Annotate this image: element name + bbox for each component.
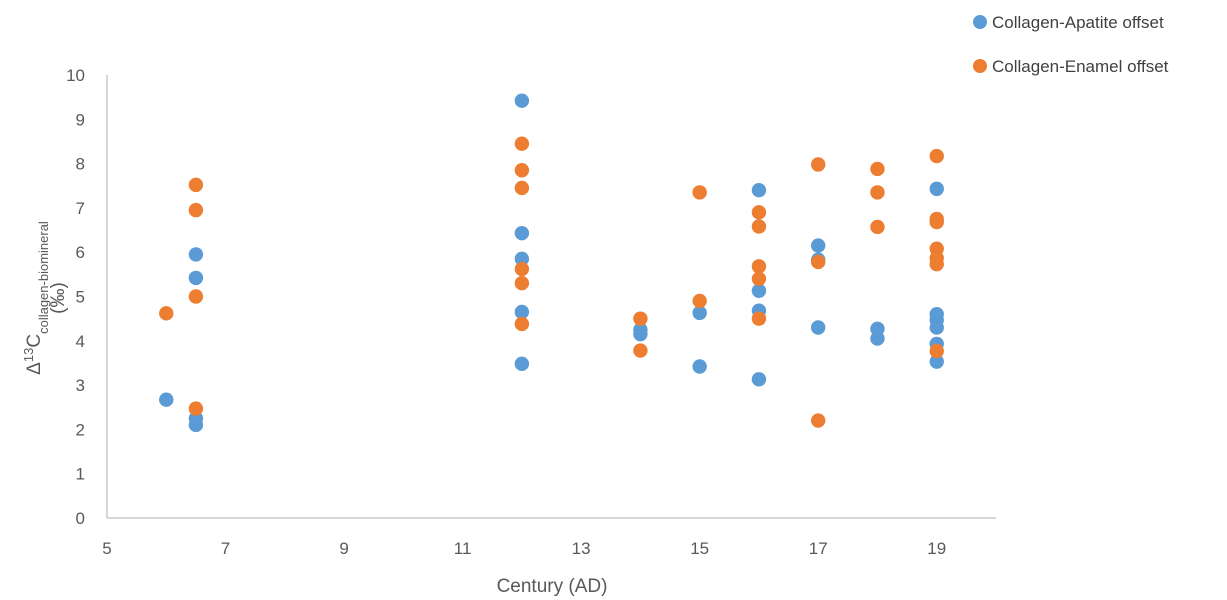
x-tick-label: 9 bbox=[339, 539, 348, 558]
data-point-series-1 bbox=[514, 304, 530, 320]
data-point-series-2 bbox=[870, 185, 885, 200]
data-point-series-1 bbox=[692, 305, 707, 321]
y-tick-label: 6 bbox=[76, 243, 85, 262]
data-point-series-1 bbox=[929, 354, 944, 369]
data-point-series-2 bbox=[751, 259, 767, 274]
data-point-series-2 bbox=[188, 401, 204, 416]
data-point-series-1 bbox=[188, 247, 204, 262]
y-tick-label: 9 bbox=[76, 110, 85, 129]
y-axis-title-main: C bbox=[24, 334, 45, 348]
y-tick-label: 4 bbox=[76, 332, 85, 351]
data-point-series-2 bbox=[870, 219, 885, 235]
svg-text:Δ13Ccollagen-biomineral: Δ13Ccollagen-biomineral bbox=[21, 221, 51, 375]
data-point-series-1 bbox=[929, 181, 944, 197]
data-point-series-2 bbox=[514, 163, 530, 178]
data-point-series-1 bbox=[751, 372, 767, 387]
data-point-series-1 bbox=[692, 359, 707, 374]
y-tick-label: 0 bbox=[76, 509, 85, 528]
data-point-series-1 bbox=[811, 238, 826, 253]
y-axis-title-unit: (‰) bbox=[48, 282, 69, 314]
legend-marker-1 bbox=[973, 15, 987, 29]
data-point-series-2 bbox=[929, 343, 944, 359]
data-point-series-2 bbox=[188, 177, 204, 193]
data-point-series-1 bbox=[633, 326, 648, 342]
y-axis-title-sub: collagen-biomineral bbox=[36, 221, 51, 334]
x-tick-label: 15 bbox=[690, 539, 709, 558]
data-point-series-2 bbox=[751, 205, 767, 220]
y-axis-title-sup: 13 bbox=[21, 348, 36, 362]
data-point-series-2 bbox=[929, 256, 944, 272]
axes bbox=[106, 75, 996, 519]
data-point-series-2 bbox=[514, 180, 530, 196]
y-tick-label: 10 bbox=[66, 66, 85, 85]
data-point-series-1 bbox=[514, 93, 530, 108]
data-point-series-2 bbox=[692, 293, 707, 309]
data-point-series-2 bbox=[159, 306, 174, 321]
x-tick-labels: 5 7 9 11 13 15 17 19 bbox=[102, 539, 946, 558]
y-tick-label: 8 bbox=[76, 155, 85, 174]
data-point-series-1 bbox=[751, 283, 767, 298]
x-axis-title: Century (AD) bbox=[497, 576, 608, 597]
data-point-series-2 bbox=[514, 136, 530, 151]
data-point-series-2 bbox=[751, 311, 767, 326]
data-point-series-1 bbox=[929, 320, 944, 335]
data-point-series-2 bbox=[188, 289, 204, 304]
data-point-series-1 bbox=[514, 225, 530, 241]
data-point-series-2 bbox=[188, 202, 204, 218]
y-tick-label: 2 bbox=[76, 420, 85, 439]
y-axis-title: Δ13Ccollagen-biomineral (‰) bbox=[21, 221, 70, 375]
data-point-series-2 bbox=[633, 343, 648, 358]
y-tick-label: 5 bbox=[76, 288, 85, 307]
data-point-series-2 bbox=[870, 161, 885, 177]
data-point-series-2 bbox=[811, 413, 826, 428]
data-point-series-1 bbox=[188, 417, 204, 433]
data-point-series-2 bbox=[514, 316, 530, 332]
data-point-series-1 bbox=[514, 356, 530, 372]
data-point-series-2 bbox=[514, 276, 530, 291]
y-axis-title-prefix: Δ bbox=[24, 362, 45, 375]
data-point-series-2 bbox=[811, 157, 826, 172]
x-tick-label: 11 bbox=[454, 539, 472, 558]
data-point-series-2 bbox=[751, 271, 767, 286]
data-points bbox=[159, 93, 944, 433]
x-tick-label: 13 bbox=[572, 539, 591, 558]
data-point-series-2 bbox=[514, 261, 530, 277]
x-tick-label: 19 bbox=[927, 539, 946, 558]
legend: Collagen-Apatite offset Collagen-Enamel o… bbox=[973, 13, 1169, 76]
legend-label-1: Collagen-Apatite offset bbox=[992, 13, 1164, 32]
legend-marker-2 bbox=[973, 59, 987, 73]
y-tick-label: 7 bbox=[76, 199, 85, 218]
y-tick-labels: 0 1 2 3 4 5 6 7 8 9 10 bbox=[66, 66, 85, 528]
x-tick-label: 7 bbox=[221, 539, 230, 558]
y-tick-label: 1 bbox=[76, 465, 85, 484]
data-point-series-1 bbox=[159, 392, 174, 407]
x-tick-label: 5 bbox=[102, 539, 111, 558]
data-point-series-2 bbox=[929, 148, 944, 164]
y-tick-label: 3 bbox=[76, 376, 85, 395]
data-point-series-1 bbox=[811, 320, 826, 335]
data-point-series-2 bbox=[929, 214, 944, 230]
data-point-series-1 bbox=[751, 182, 767, 198]
data-point-series-2 bbox=[692, 185, 707, 200]
data-point-series-1 bbox=[514, 251, 530, 267]
x-tick-label: 17 bbox=[809, 539, 828, 558]
data-point-series-2 bbox=[633, 311, 648, 326]
data-point-series-1 bbox=[188, 270, 204, 286]
data-point-series-2 bbox=[811, 254, 826, 270]
data-point-series-1 bbox=[870, 331, 885, 346]
data-point-series-2 bbox=[751, 219, 767, 234]
legend-label-2: Collagen-Enamel offset bbox=[992, 57, 1169, 76]
